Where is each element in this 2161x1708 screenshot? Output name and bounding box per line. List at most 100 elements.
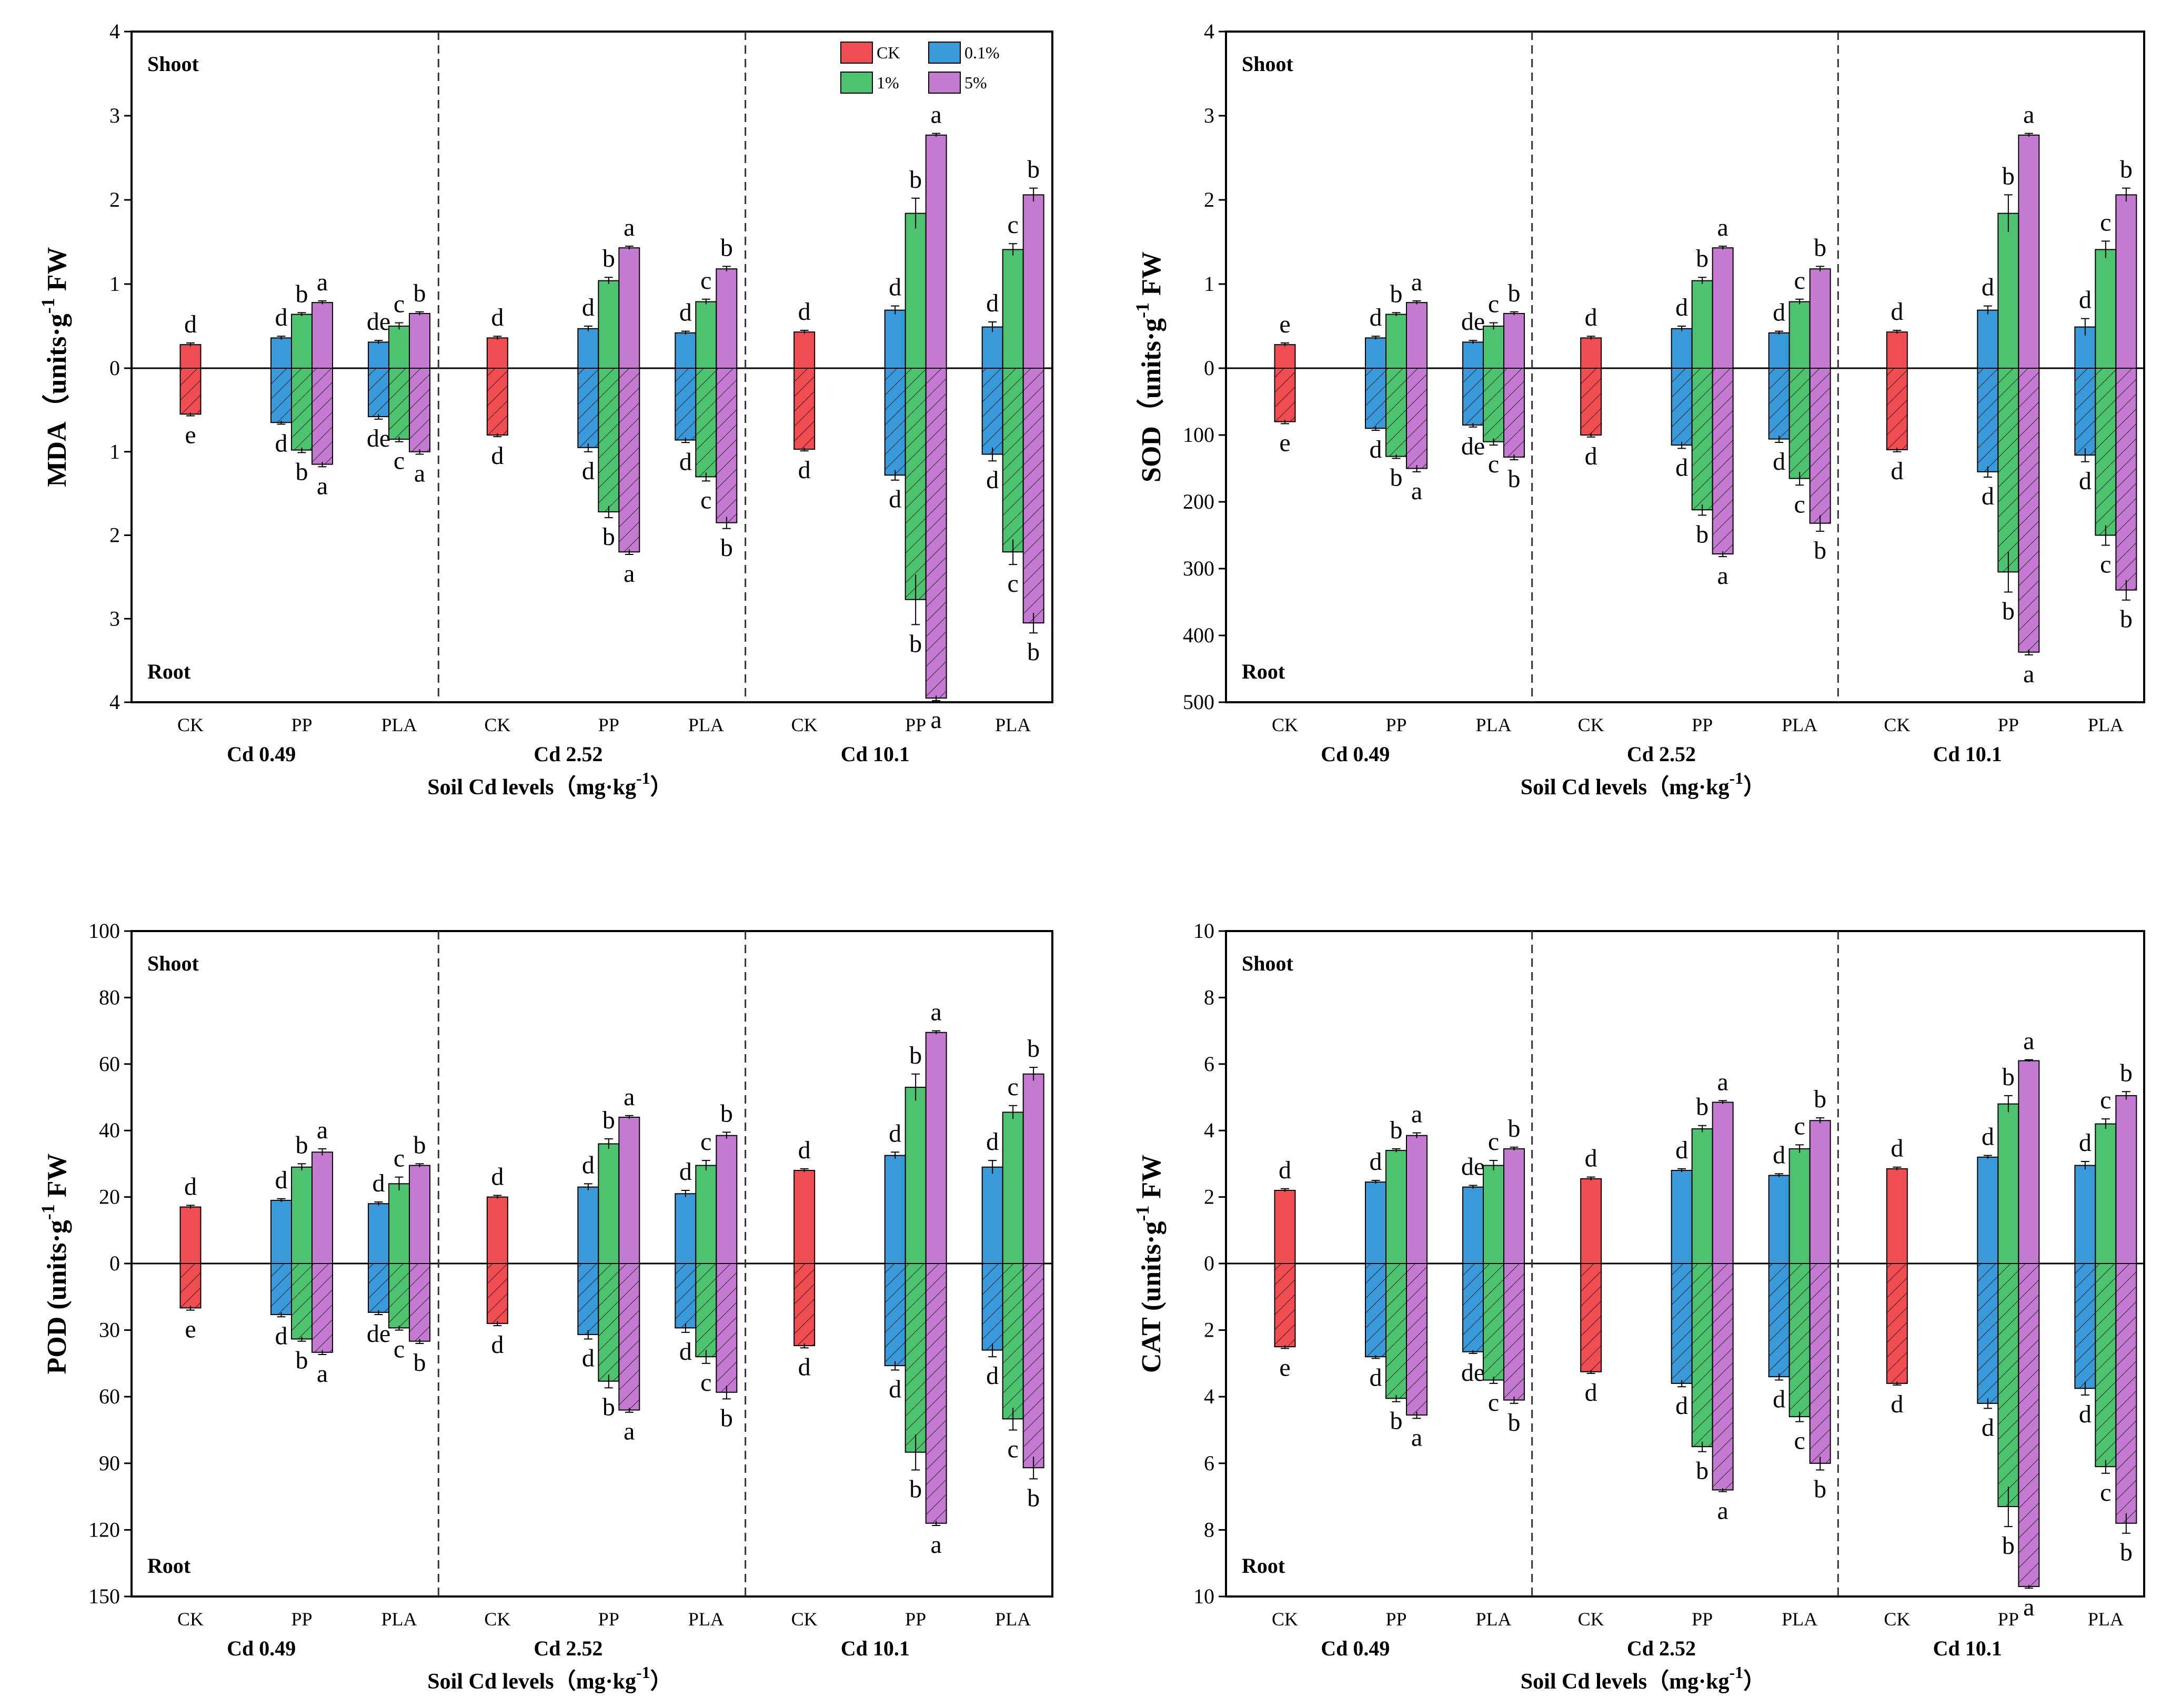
shoot-bar bbox=[618, 247, 640, 369]
significance-letter: d bbox=[1585, 442, 1597, 470]
significance-letter: d bbox=[1891, 298, 1903, 326]
root-label: Root bbox=[147, 1554, 191, 1578]
shoot-bar bbox=[1712, 1101, 1734, 1264]
y-tick-label: 400 bbox=[1183, 623, 1214, 647]
shoot-bar bbox=[2115, 1095, 2137, 1265]
root-bar-hatch bbox=[578, 368, 599, 448]
category-label: PP bbox=[905, 714, 926, 735]
root-bar-hatch bbox=[716, 1264, 737, 1392]
significance-letter: d bbox=[1279, 1156, 1291, 1184]
significance-letter: d bbox=[1982, 482, 1994, 510]
significance-letter: c bbox=[2100, 551, 2111, 579]
significance-letter: d bbox=[679, 1158, 692, 1186]
significance-letter: de bbox=[1461, 1153, 1485, 1180]
significance-letter: d bbox=[275, 429, 288, 457]
shoot-bar bbox=[270, 1199, 292, 1264]
significance-letter: c bbox=[700, 267, 711, 295]
root-bar-hatch bbox=[1998, 1264, 2019, 1507]
root-bar-hatch bbox=[409, 368, 430, 452]
significance-letter: a bbox=[931, 1531, 942, 1559]
significance-letter: b bbox=[2002, 1063, 2015, 1091]
shoot-bar bbox=[409, 1165, 430, 1265]
legend-swatch-ck bbox=[840, 42, 873, 64]
shoot-bar bbox=[388, 1183, 410, 1265]
shoot-bar bbox=[1691, 1128, 1713, 1265]
category-label: PP bbox=[598, 1609, 619, 1630]
significance-letter: d bbox=[1675, 1136, 1688, 1164]
significance-letter: a bbox=[317, 268, 328, 296]
root-bar-hatch bbox=[180, 1264, 201, 1308]
shoot-bar bbox=[2095, 249, 2117, 369]
y-tick-label: 3 bbox=[1204, 104, 1214, 127]
shoot-bar bbox=[884, 1155, 906, 1265]
root-bar-hatch bbox=[1712, 1264, 1733, 1490]
shoot-bar bbox=[716, 1135, 738, 1264]
significance-letter: d bbox=[679, 448, 692, 476]
y-tick-label: 90 bbox=[99, 1451, 120, 1475]
significance-letter: d bbox=[1982, 1413, 1994, 1441]
category-label: CK bbox=[1272, 714, 1298, 735]
significance-letter: b bbox=[2002, 597, 2015, 625]
y-tick-label: 0 bbox=[1204, 356, 1214, 380]
root-bar-hatch bbox=[1810, 368, 1831, 523]
category-label: CK bbox=[1578, 714, 1604, 735]
significance-letter: b bbox=[2120, 1059, 2133, 1087]
category-label: PLA bbox=[2088, 1609, 2124, 1630]
significance-letter: c bbox=[394, 1336, 405, 1363]
y-tick-label: 1 bbox=[109, 272, 120, 296]
root-bar-hatch bbox=[487, 368, 508, 435]
root-bar-hatch bbox=[716, 368, 737, 523]
y-tick-label: 0 bbox=[109, 1251, 120, 1275]
significance-letter: d bbox=[582, 1151, 595, 1179]
root-bar-hatch bbox=[271, 1264, 292, 1315]
significance-letter: c bbox=[1794, 490, 1805, 518]
group-label: Cd 0.49 bbox=[1321, 1636, 1390, 1660]
shoot-bar bbox=[1809, 1120, 1831, 1264]
y-tick-label: 150 bbox=[88, 1584, 120, 1608]
significance-letter: a bbox=[2023, 1027, 2034, 1055]
shoot-bar bbox=[1768, 332, 1790, 369]
group-label: Cd 0.49 bbox=[227, 742, 296, 766]
shoot-bar bbox=[1671, 328, 1693, 369]
shoot-bar bbox=[1691, 280, 1713, 369]
y-tick-label: 60 bbox=[99, 1052, 120, 1076]
shoot-bar bbox=[577, 1186, 599, 1264]
significance-letter: d bbox=[275, 304, 288, 331]
significance-letter: d bbox=[986, 1362, 999, 1390]
shoot-bar bbox=[2018, 1060, 2040, 1264]
legend-swatch-p5 bbox=[928, 72, 961, 94]
shoot-bar bbox=[716, 268, 738, 369]
root-bar-hatch bbox=[487, 1264, 508, 1323]
significance-letter: d bbox=[2079, 467, 2092, 495]
significance-letter: b bbox=[720, 534, 733, 562]
category-label: PLA bbox=[688, 714, 724, 735]
category-label: PLA bbox=[1782, 714, 1817, 735]
shoot-bar bbox=[1503, 313, 1525, 369]
significance-letter: c bbox=[1794, 1112, 1805, 1140]
significance-letter: d bbox=[986, 466, 999, 494]
legend-label-p01: 0.1% bbox=[964, 43, 1000, 62]
root-bar-hatch bbox=[1023, 368, 1044, 623]
root-bar-hatch bbox=[2018, 1264, 2039, 1587]
significance-letter: d bbox=[491, 304, 504, 331]
root-bar-hatch bbox=[1386, 1264, 1406, 1399]
shoot-bar bbox=[1580, 1178, 1602, 1265]
significance-letter: b bbox=[1696, 520, 1708, 548]
y-axis-label: POD (units·g-1 FW bbox=[37, 1153, 72, 1374]
shoot-bar bbox=[1671, 1170, 1693, 1265]
root-bar-hatch bbox=[292, 368, 312, 450]
shoot-bar bbox=[311, 1151, 333, 1265]
significance-letter: a bbox=[317, 1116, 328, 1144]
significance-letter: c bbox=[1488, 1389, 1499, 1417]
significance-letter: b bbox=[602, 523, 615, 551]
shoot-bar bbox=[1462, 1186, 1484, 1264]
significance-letter: d bbox=[986, 289, 999, 317]
root-bar-hatch bbox=[2075, 368, 2096, 456]
significance-letter: a bbox=[931, 706, 942, 734]
group-label: Cd 0.49 bbox=[227, 1636, 296, 1660]
root-bar-hatch bbox=[1274, 368, 1295, 422]
significance-letter: b bbox=[909, 166, 922, 194]
significance-letter: b bbox=[909, 1475, 922, 1503]
significance-letter: c bbox=[1488, 1128, 1499, 1156]
category-label: CK bbox=[484, 714, 510, 735]
